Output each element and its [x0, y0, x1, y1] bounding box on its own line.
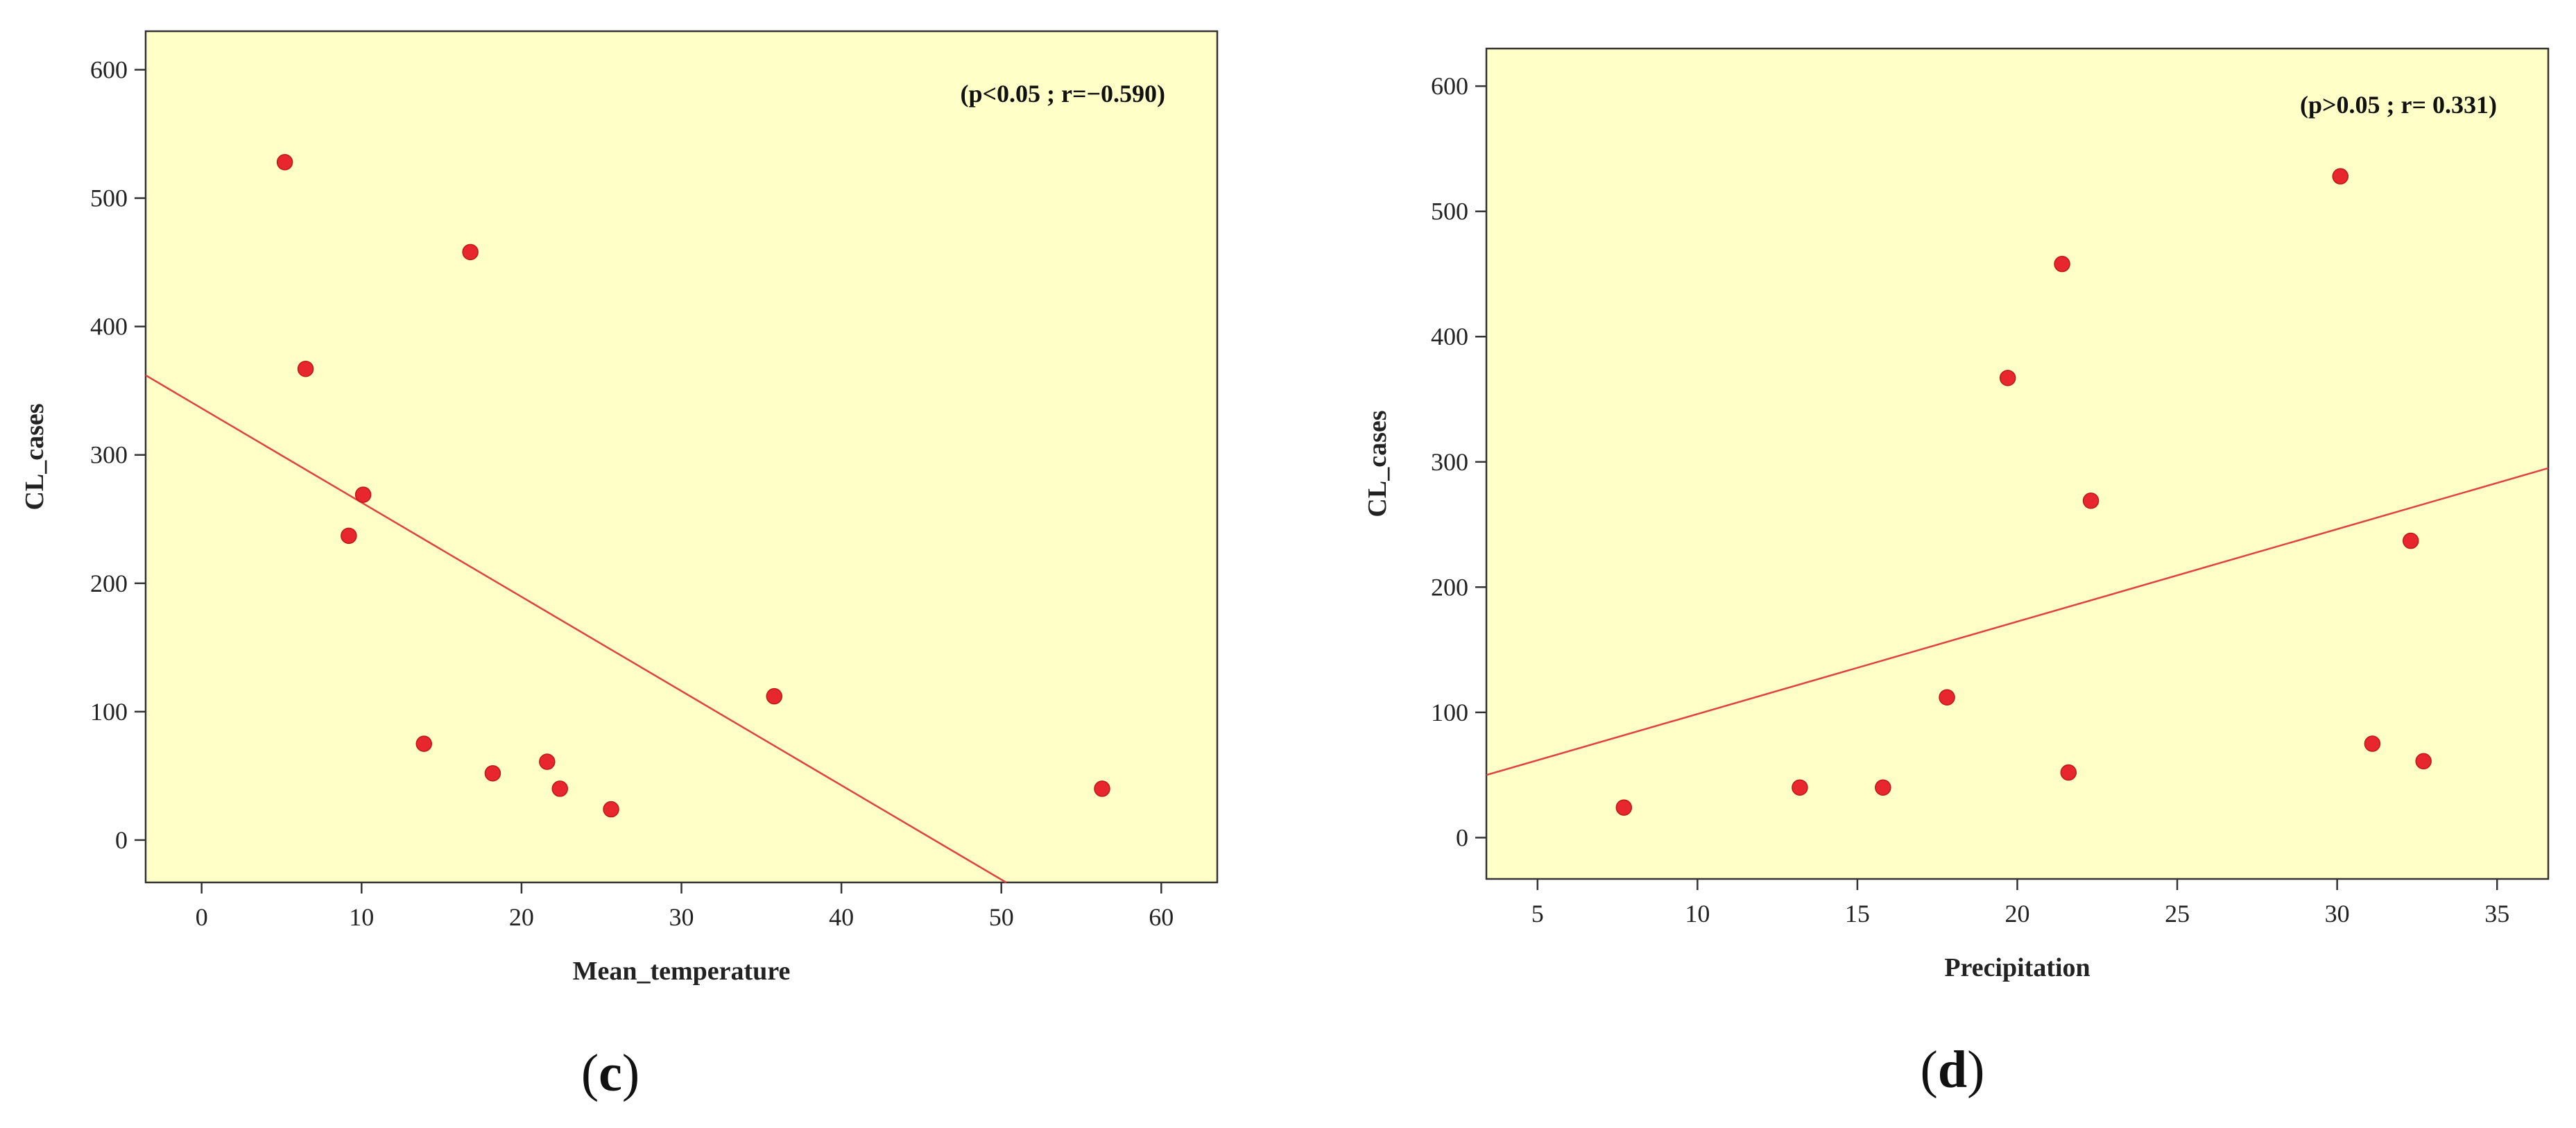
data-point — [2054, 255, 2070, 273]
panel-label: (d) — [1921, 1041, 1985, 1099]
y-tick-label: 600 — [90, 56, 128, 84]
data-point — [603, 801, 619, 818]
data-point — [1615, 799, 1633, 816]
data-point — [1792, 779, 1808, 796]
x-tick-label: 30 — [2325, 900, 2350, 928]
panel-label-paren: ) — [1967, 1041, 1984, 1099]
y-axis-title: CL_cases — [1363, 410, 1392, 517]
data-point — [2082, 493, 2100, 509]
y-tick-label: 500 — [1431, 198, 1468, 225]
x-tick-label: 40 — [829, 903, 854, 931]
panel-label-paren: ) — [622, 1044, 639, 1102]
fit-line — [145, 374, 1007, 884]
data-point — [354, 486, 372, 503]
stats-annotation: (p>0.05 ; r= 0.331) — [2300, 91, 2497, 119]
x-tick-label: 10 — [1685, 900, 1710, 928]
data-point — [415, 735, 432, 752]
y-tick-label: 400 — [1431, 323, 1468, 350]
data-point — [1999, 370, 2016, 386]
panel-label-paren: ( — [1921, 1041, 1938, 1099]
data-point — [1875, 779, 1891, 796]
panel-label-paren: ( — [581, 1044, 599, 1102]
y-tick-label: 600 — [1431, 72, 1468, 100]
x-tick-label: 15 — [1845, 900, 1870, 928]
fit-line — [1486, 467, 2549, 776]
data-point — [462, 243, 479, 261]
y-axis-title: CL_cases — [20, 403, 49, 510]
y-tick-label: 400 — [90, 313, 128, 341]
x-tick-label: 25 — [2165, 900, 2190, 928]
x-axis-title: Mean_temperature — [573, 957, 791, 986]
y-tick-label: 300 — [90, 441, 128, 469]
y-tick-label: 0 — [115, 826, 128, 854]
data-point — [551, 780, 568, 797]
plot-area — [144, 30, 1219, 884]
stats-annotation: (p<0.05 ; r=−0.590) — [960, 80, 1165, 108]
panel-label-letter: d — [1938, 1041, 1967, 1099]
x-tick-label: 0 — [196, 903, 208, 931]
x-tick-label: 5 — [1531, 900, 1544, 928]
data-point — [297, 360, 314, 377]
x-tick-label: 35 — [2484, 900, 2509, 928]
x-tick-label: 10 — [349, 903, 374, 931]
data-point — [1094, 780, 1110, 797]
x-tick-label: 20 — [509, 903, 534, 931]
data-point — [766, 687, 782, 705]
panel-label-letter: c — [599, 1044, 622, 1102]
panel-c: 0 100 200 300 400 500 600 0 10 20 30 40 50 60 Mean_tem… — [20, 30, 1219, 1102]
data-point — [2402, 532, 2419, 549]
x-tick-label: 30 — [669, 903, 694, 931]
panel-label: (c) — [581, 1044, 639, 1102]
panel-d: 0 100 200 300 400 500 600 5 10 15 20 25 30 35 Precipit… — [1363, 47, 2550, 1099]
y-tick-label: 500 — [90, 185, 128, 212]
data-point — [2060, 764, 2077, 781]
data-point — [276, 154, 293, 171]
y-tick-label: 100 — [90, 698, 128, 726]
data-point — [2415, 753, 2432, 770]
data-point — [1939, 689, 1955, 706]
y-tick-label: 200 — [1431, 573, 1468, 601]
data-point — [484, 764, 501, 782]
x-tick-label: 20 — [2005, 900, 2030, 928]
plot-area — [1485, 47, 2550, 880]
data-point — [2332, 168, 2349, 185]
x-tick-label: 60 — [1149, 903, 1174, 931]
y-tick-label: 100 — [1431, 699, 1468, 726]
x-axis-title: Precipitation — [1944, 953, 2090, 982]
y-tick-label: 200 — [90, 570, 128, 597]
y-tick-label: 300 — [1431, 448, 1468, 476]
data-point — [341, 527, 357, 545]
x-tick-label: 50 — [989, 903, 1014, 931]
data-point — [2364, 735, 2381, 752]
y-tick-label: 0 — [1456, 823, 1468, 851]
data-point — [539, 753, 556, 770]
